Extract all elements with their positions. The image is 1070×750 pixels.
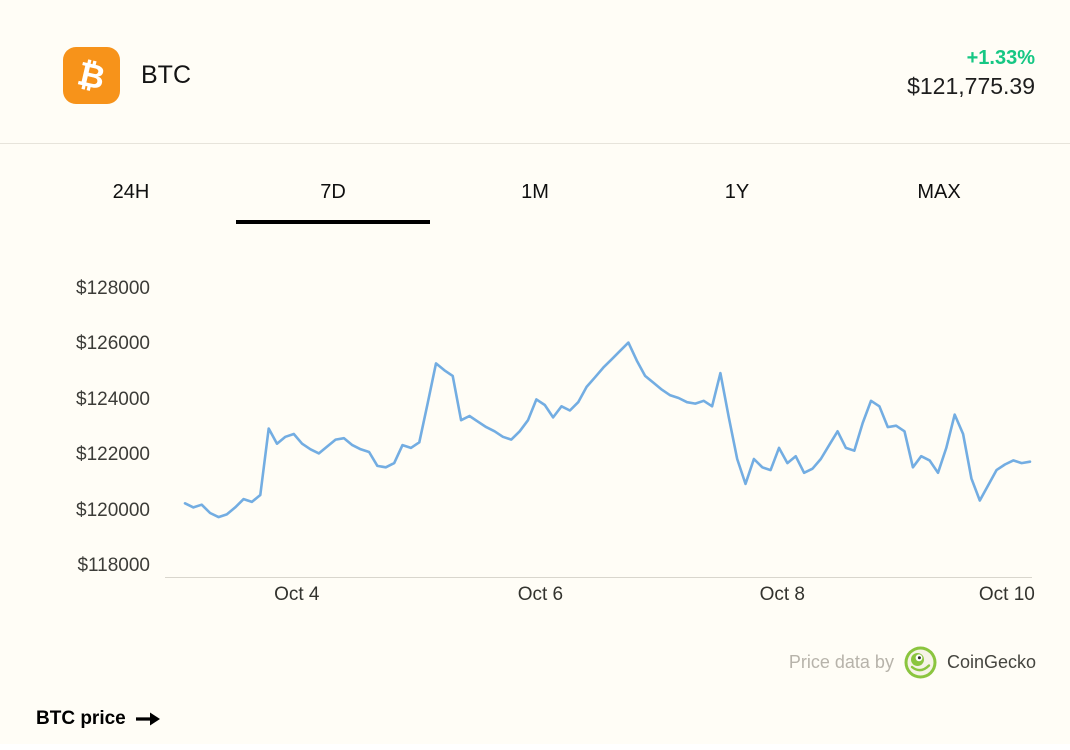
- coingecko-logo-icon: [904, 646, 937, 679]
- bitcoin-symbol-icon: ₿: [74, 53, 109, 98]
- x-tick-label: Oct 6: [517, 584, 564, 605]
- header-divider: [0, 143, 1070, 144]
- coin-symbol-label: BTC: [141, 61, 191, 89]
- btc-coin-icon: ₿: [63, 47, 120, 104]
- price-change-percent: +1.33%: [966, 47, 1035, 69]
- active-tab-underline: [236, 220, 430, 224]
- y-tick-label: $122000: [76, 444, 150, 466]
- timeframe-tab-bar: 24H 7D 1M 1Y MAX: [30, 181, 1040, 224]
- price-line: [183, 341, 1032, 519]
- right-arrow-icon: [135, 712, 160, 726]
- y-tick-label: $128000: [76, 278, 150, 299]
- y-tick-label: $118000: [77, 555, 150, 576]
- tab-label: 1Y: [724, 181, 750, 203]
- tab-label: 7D: [320, 181, 346, 203]
- current-price: $121,775.39: [907, 73, 1035, 99]
- y-tick-label: $126000: [76, 333, 150, 355]
- tab-24h[interactable]: 24H: [30, 181, 232, 224]
- tab-label: 1M: [521, 181, 549, 203]
- x-axis-baseline: [165, 577, 1032, 578]
- y-tick-label: $124000: [76, 388, 150, 410]
- tab-1y[interactable]: 1Y: [636, 181, 838, 224]
- attribution-brand: CoinGecko: [946, 652, 1036, 672]
- x-tick-label: Oct 10: [978, 584, 1035, 605]
- price-line-chart[interactable]: [165, 280, 1032, 580]
- x-axis-labels: Oct 4 Oct 6 Oct 8 Oct 10: [165, 584, 1035, 612]
- chart-caption: BTC price: [36, 708, 161, 730]
- x-tick-label: Oct 4: [274, 584, 320, 605]
- tab-max[interactable]: MAX: [838, 181, 1040, 224]
- tab-1m[interactable]: 1M: [434, 181, 636, 224]
- y-tick-label: $120000: [76, 499, 150, 521]
- attribution-text: Price data by: [788, 652, 894, 672]
- x-tick-label: Oct 8: [759, 584, 805, 605]
- tab-label: 24H: [112, 181, 150, 203]
- tab-7d[interactable]: 7D: [232, 181, 434, 224]
- caption-text: BTC price: [36, 708, 126, 729]
- attribution: Price data by CoinGecko: [789, 646, 1036, 679]
- tab-label: MAX: [917, 181, 961, 203]
